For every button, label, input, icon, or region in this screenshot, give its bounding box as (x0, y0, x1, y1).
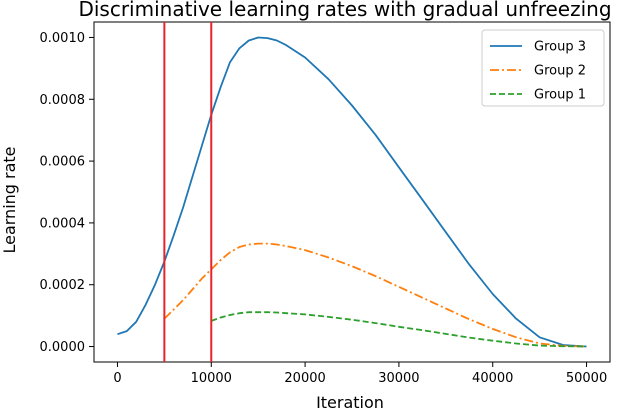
legend-box (481, 29, 605, 107)
chart-title: Discriminative learning rates with gradu… (78, 0, 611, 21)
y-tick-label: 0.0000 (40, 340, 86, 355)
legend-label: Group 2 (534, 64, 586, 79)
series-line-group-1 (210, 311, 587, 348)
y-tick-label: 0.0010 (40, 31, 86, 46)
legend-label: Group 1 (534, 88, 586, 103)
plot-frame (93, 21, 611, 363)
plot-area: 0 10000 20000 30000 40000 50000 0.0000 0.0002 0.… (40, 21, 611, 386)
x-tick-label: 50000 (566, 371, 607, 386)
x-tick-label: 10000 (191, 371, 232, 386)
x-tick-label: 40000 (472, 371, 513, 386)
y-axis-label: Learning rate (0, 146, 19, 253)
series-line-group-3 (117, 36, 587, 348)
legend-label: Group 3 (534, 40, 586, 55)
series-line-group-2 (163, 242, 587, 348)
x-tick-label: 20000 (284, 371, 325, 386)
y-tick-label: 0.0006 (40, 155, 86, 170)
x-tick-label: 30000 (378, 371, 419, 386)
y-tick-label: 0.0008 (40, 93, 86, 108)
x-axis-label: Iteration (316, 393, 384, 410)
legend: Group 3 Group 2 Group 1 (481, 29, 605, 107)
y-tick-label: 0.0004 (40, 216, 86, 231)
x-tick-label: 0 (113, 371, 121, 386)
y-tick-label: 0.0002 (40, 278, 86, 293)
